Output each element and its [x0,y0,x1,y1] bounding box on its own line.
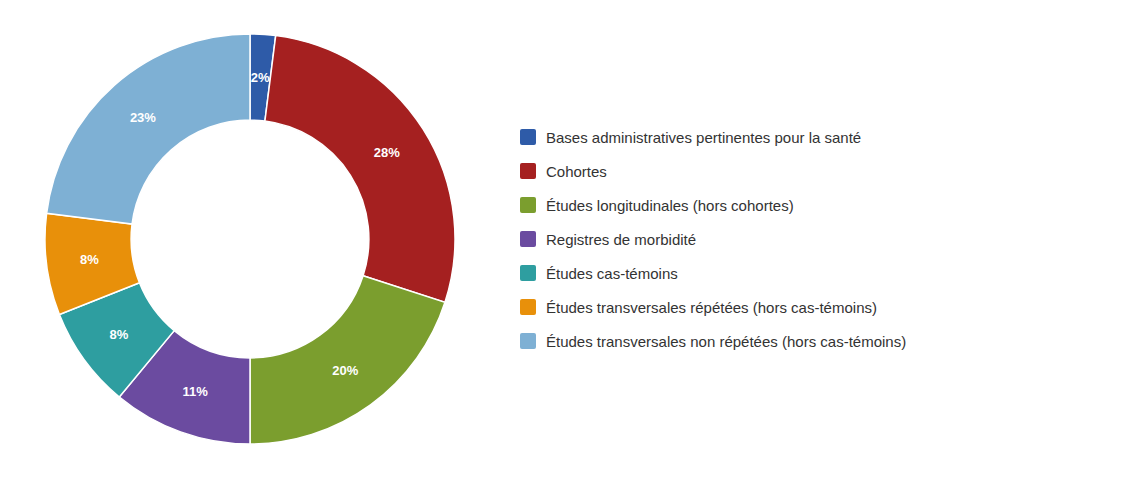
legend: Bases administratives pertinentes pour l… [520,129,906,350]
data-label: 8% [110,327,129,342]
slice [265,36,455,303]
legend-label: Études cas-témoins [546,265,678,282]
slice [250,276,445,444]
legend-swatch [520,129,536,145]
legend-swatch [520,197,536,213]
legend-swatch [520,231,536,247]
slice [47,34,250,224]
slices [45,34,455,444]
data-label: 8% [80,252,99,267]
legend-swatch [520,163,536,179]
legend-label: Études transversales répétées (hors cas-… [546,299,877,316]
slice-labels: 2% 28% 20% 11% 8% 8% 23% [80,70,400,399]
data-label: 23% [130,110,156,125]
data-label: 2% [251,70,270,85]
legend-label: Études transversales non répétées (hors … [546,333,906,350]
legend-label: Registres de morbidité [546,231,696,248]
data-label: 20% [332,363,358,378]
legend-label: Bases administratives pertinentes pour l… [546,129,861,146]
chart-container: 2% 28% 20% 11% 8% 8% 23% Bases administratives … [0,0,1144,478]
legend-label: Études longitudinales (hors cohortes) [546,197,794,214]
legend-swatch [520,299,536,315]
legend-swatch [520,265,536,281]
legend-label: Cohortes [546,163,607,180]
slice [45,213,139,314]
legend-swatch [520,333,536,349]
chart-svg: 2% 28% 20% 11% 8% 8% 23% Bases administratives … [0,0,1144,478]
data-label: 11% [182,384,208,399]
data-label: 28% [374,145,400,160]
